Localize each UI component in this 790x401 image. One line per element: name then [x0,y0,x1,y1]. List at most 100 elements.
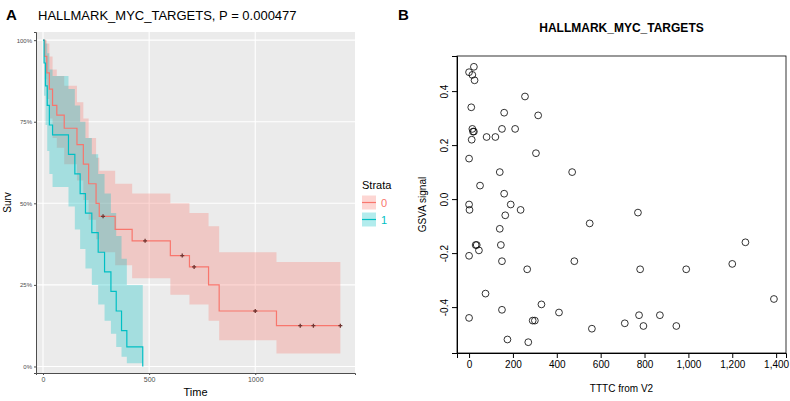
tick: 0% [23,364,36,370]
tick-mark [452,199,457,200]
point [504,336,511,343]
grid-line [36,366,355,367]
tick-label: 0 [467,359,473,370]
tick-label: 1,200 [720,359,745,370]
point [499,306,506,313]
tick-label: 0.0 [439,192,450,206]
axis: 0%25%50%75%100% [17,33,37,374]
chart-title: HALLMARK_MYC_TARGETS, P = 0.000477 [38,8,297,23]
tick: 1,400 [764,353,789,370]
plot-background [36,32,355,373]
data-layer [43,40,342,366]
legend-key [362,196,376,210]
legend-key-line [362,219,376,220]
chart-title: HALLMARK_MYC_TARGETS [539,21,703,35]
point [468,104,475,111]
censor-mark [180,254,184,258]
tick-label: 600 [593,359,610,370]
legend-title: Strata [362,179,392,191]
point [640,323,647,330]
point [525,339,532,346]
axis: -0.4-0.20.00.20.4 [439,57,458,354]
censor-mark [253,309,257,313]
tick: 0.0 [439,192,457,206]
tick-label: -0.4 [439,299,450,317]
plot-frame [457,56,786,353]
tick: 0 [467,353,473,370]
point [538,301,545,308]
tick-mark [469,353,470,358]
tick-mark [149,373,150,375]
censor-mark [311,324,315,328]
tick-mark [452,253,457,254]
point [522,93,529,100]
tick-mark [513,353,514,358]
point [571,258,578,265]
point [502,212,509,219]
tick-mark [43,373,44,375]
point [556,309,563,316]
survival-line [43,40,143,366]
panel-b: 0 200 400 600 800 1,000 1,200 1,400 -0.4 -0.2 0.0 0… [398,6,790,394]
point [496,169,503,176]
tick: 500 [144,373,156,383]
point [524,266,531,273]
tick-label: -0.2 [439,245,450,263]
tick-mark [776,353,777,358]
point [476,247,483,254]
figure: 050010000%25%50%75%100%AHALLMARK_MYC_TAR… [0,0,790,401]
point [470,63,477,70]
tick-label: 200 [505,359,522,370]
censor-mark [338,324,342,328]
legend-key-line [362,202,376,203]
point [771,296,778,303]
panel-a: 050010000%25%50%75%100%AHALLMARK_MYC_TAR… [2,6,392,398]
tick-mark [34,203,36,204]
point [673,323,680,330]
point [499,125,506,132]
axis-line [37,374,356,376]
tick-label: 0 [42,376,46,383]
point [507,201,514,208]
tick: 25% [20,282,36,288]
tick-label: 1,400 [764,359,789,370]
tick-label: 0.2 [439,138,450,152]
tick-label: 1,000 [676,359,701,370]
confidence-band [43,40,143,366]
tick-label: 0% [23,364,32,370]
point [517,207,524,214]
legend-label: 1 [381,214,387,226]
point [729,261,736,268]
point [586,220,593,227]
point [588,325,595,332]
censor-mark [298,324,302,328]
point [468,136,475,143]
censor-mark [101,214,105,218]
point [533,150,540,157]
tick-mark [452,307,457,308]
tick: 800 [637,353,654,370]
axis: 0 200 400 600 800 1,000 1,200 1,400 [458,353,790,370]
data-layer [466,63,778,345]
tick-mark [645,353,646,358]
point [535,112,542,119]
survival-line [43,40,340,326]
grid-line [36,40,355,41]
tick-mark [732,353,733,358]
point [497,242,504,249]
point [482,290,489,297]
point [466,207,473,214]
panel-label: A [6,6,17,23]
tick-label: 400 [549,359,566,370]
tick-mark [34,40,36,41]
point [470,128,477,135]
tick: -0.4 [439,299,457,317]
point [569,169,576,176]
tick-label: 800 [637,359,654,370]
tick-mark [557,353,558,358]
tick-mark [34,285,36,286]
tick-label: 500 [144,376,156,383]
tick: 0.2 [439,138,457,152]
point [531,317,538,324]
tick-label: 75% [20,119,33,125]
